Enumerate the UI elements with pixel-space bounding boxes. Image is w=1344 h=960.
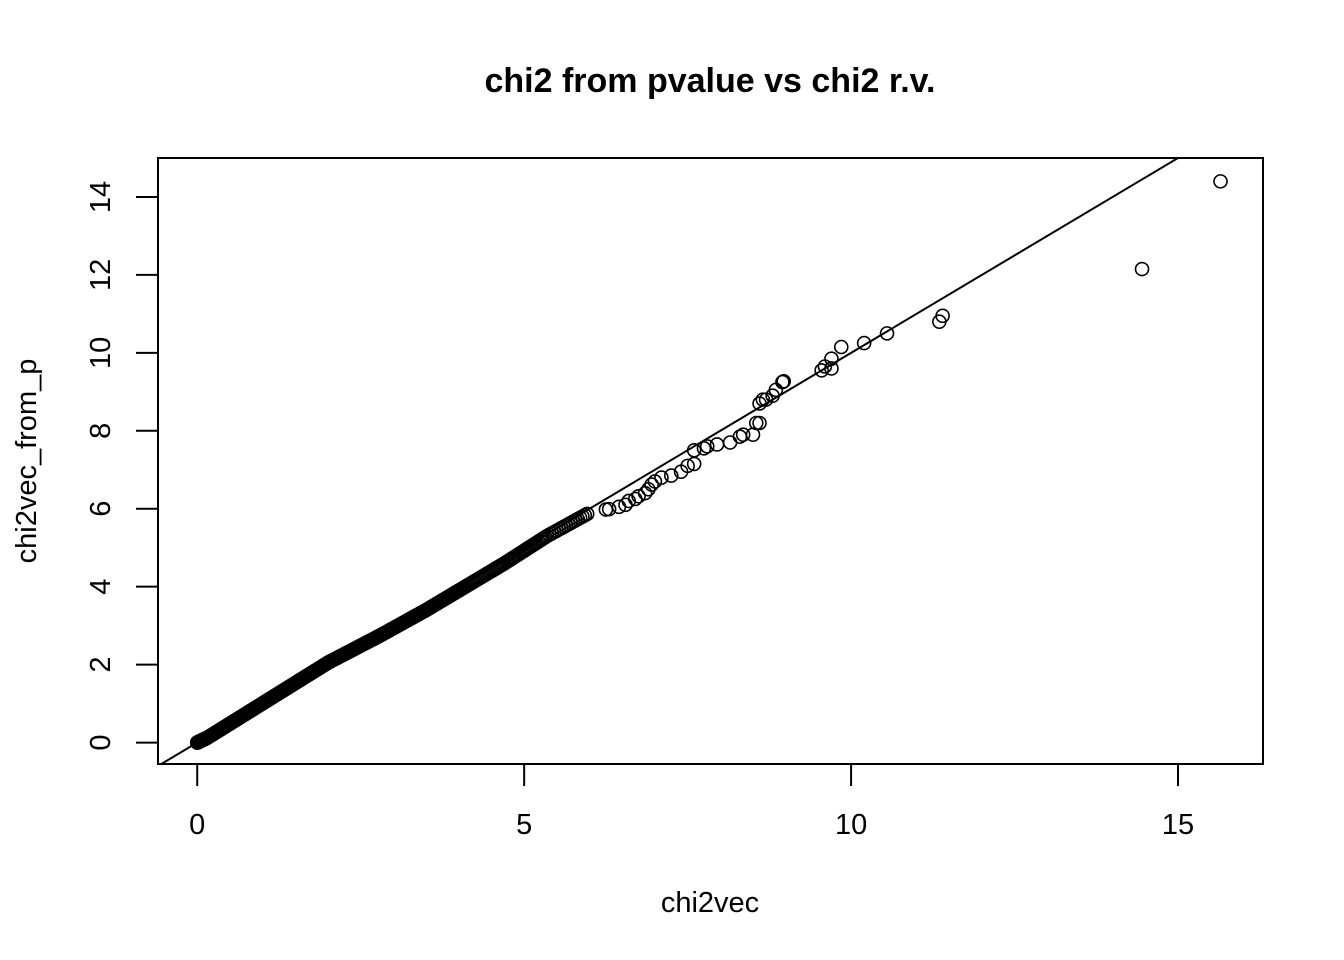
data-point (1213, 174, 1228, 189)
data-point (601, 501, 617, 517)
reference-line-layer (160, 157, 1179, 765)
y-tick-label: 6 (85, 501, 117, 517)
reference-line (160, 157, 1179, 765)
x-tick-label: 10 (835, 809, 867, 841)
data-point (1134, 261, 1150, 277)
data-point (814, 363, 829, 378)
y-tick-label: 8 (85, 423, 117, 439)
points-layer (189, 174, 1228, 750)
data-point (824, 351, 839, 367)
x-tick-label: 15 (1162, 809, 1194, 841)
data-point (735, 427, 751, 442)
data-point (748, 415, 764, 431)
data-point (776, 373, 792, 389)
y-tick-label: 0 (85, 734, 117, 750)
data-point (195, 732, 210, 748)
x-tick-label: 0 (189, 809, 205, 841)
y-tick-label: 12 (85, 259, 117, 291)
data-point (709, 437, 725, 452)
y-tick-label: 2 (85, 657, 117, 673)
x-tick-label: 5 (516, 809, 532, 841)
data-point (663, 468, 679, 483)
data-point (696, 441, 712, 456)
x-axis: 0 5 10 15 (189, 763, 1194, 841)
x-axis-label: chi2vec (661, 887, 759, 919)
data-point (752, 415, 767, 431)
y-axis-label: chi2vec_from_p (11, 359, 43, 564)
y-axis: 0 2 4 6 8 10 12 14 (85, 181, 159, 751)
data-point (654, 470, 669, 485)
y-tick-label: 10 (85, 337, 117, 369)
data-point (631, 488, 646, 504)
chart-title: chi2 from pvalue vs chi2 r.v. (484, 62, 935, 100)
data-point (856, 335, 872, 351)
data-point (644, 477, 659, 492)
data-point (833, 339, 849, 355)
data-point (680, 458, 695, 474)
data-point (935, 308, 950, 324)
data-point (879, 326, 895, 341)
data-point (699, 439, 715, 454)
y-tick-label: 4 (85, 579, 117, 595)
y-tick-label: 14 (85, 181, 117, 213)
data-point (722, 435, 738, 450)
